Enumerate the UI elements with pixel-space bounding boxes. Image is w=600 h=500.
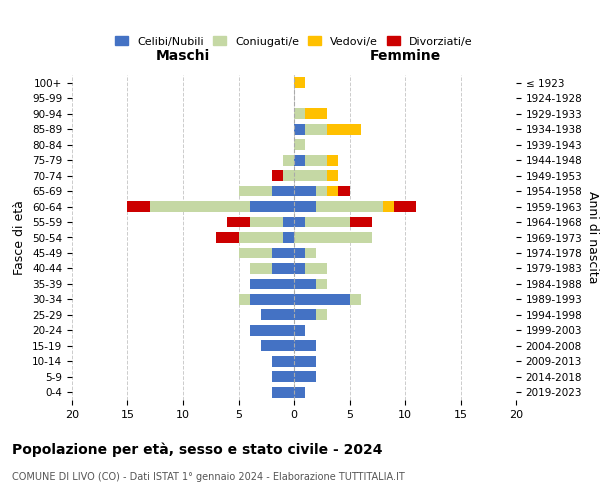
Bar [349,216,372,228]
Bar [305,263,328,274]
Bar [227,216,250,228]
Bar [272,248,294,258]
Bar [283,170,294,181]
Bar [338,186,349,196]
Bar [283,216,294,228]
Bar [250,278,294,289]
Bar [283,154,294,166]
Bar [250,294,294,305]
Legend: Celibi/Nubili, Coniugati/e, Vedovi/e, Divorziati/e: Celibi/Nubili, Coniugati/e, Vedovi/e, Di… [111,32,477,51]
Bar [272,356,294,366]
Text: COMUNE DI LIVO (CO) - Dati ISTAT 1° gennaio 2024 - Elaborazione TUTTITALIA.IT: COMUNE DI LIVO (CO) - Dati ISTAT 1° genn… [12,472,405,482]
Bar [294,201,316,212]
Bar [294,108,305,119]
Bar [305,154,328,166]
Bar [328,124,361,134]
Bar [294,387,305,398]
Bar [294,340,316,351]
Bar [294,216,305,228]
Bar [294,356,316,366]
Y-axis label: Fasce di età: Fasce di età [13,200,26,275]
Bar [272,263,294,274]
Bar [294,124,305,134]
Bar [238,232,283,243]
Text: Femmine: Femmine [370,48,440,62]
Bar [294,310,316,320]
Bar [294,294,349,305]
Bar [305,248,316,258]
Bar [250,216,283,228]
Bar [294,372,316,382]
Bar [239,186,272,196]
Bar [127,201,150,212]
Bar [394,201,416,212]
Bar [239,248,272,258]
Bar [250,325,294,336]
Bar [294,78,305,88]
Bar [272,186,294,196]
Bar [260,340,294,351]
Bar [272,372,294,382]
Bar [328,154,338,166]
Bar [294,139,305,150]
Bar [217,232,239,243]
Text: Popolazione per età, sesso e stato civile - 2024: Popolazione per età, sesso e stato civil… [12,442,383,457]
Bar [305,124,328,134]
Bar [294,325,305,336]
Y-axis label: Anni di nascita: Anni di nascita [586,191,599,284]
Bar [294,248,305,258]
Bar [316,186,328,196]
Bar [328,170,338,181]
Bar [294,263,305,274]
Bar [316,201,383,212]
Bar [305,108,328,119]
Bar [316,310,328,320]
Bar [294,232,372,243]
Bar [328,186,338,196]
Bar [294,186,316,196]
Bar [260,310,294,320]
Bar [272,387,294,398]
Bar [272,170,283,181]
Bar [383,201,394,212]
Bar [349,294,361,305]
Bar [305,216,349,228]
Bar [283,232,294,243]
Bar [294,170,328,181]
Bar [316,278,328,289]
Text: Maschi: Maschi [156,48,210,62]
Bar [250,263,272,274]
Bar [294,154,305,166]
Bar [239,294,250,305]
Bar [150,201,250,212]
Bar [294,278,316,289]
Bar [250,201,294,212]
